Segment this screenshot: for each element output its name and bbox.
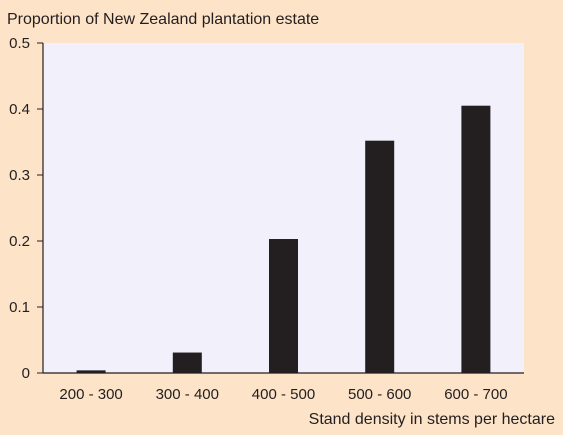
bars	[76, 105, 491, 373]
bar-600-700	[461, 105, 491, 373]
bar-500-600	[365, 140, 395, 373]
y-tick-label: 0.5	[9, 35, 30, 52]
x-tick-label: 300 - 400	[156, 386, 219, 403]
bar-200-300	[76, 370, 106, 373]
y-tick-label: 0.3	[9, 167, 30, 184]
x-tick-label: 500 - 600	[348, 386, 411, 403]
x-tick-label: 200 - 300	[59, 386, 122, 403]
y-axis-ticks: 0 0.1 0.2 0.3 0.4 0.5	[9, 35, 43, 382]
bar-300-400	[172, 352, 202, 373]
y-tick-label: 0	[22, 365, 30, 382]
bar-400-500	[269, 239, 298, 373]
x-axis-ticks: 200 - 300 300 - 400 400 - 500 500 - 600 600 …	[59, 386, 507, 403]
y-tick-label: 0.2	[9, 233, 30, 250]
y-tick-label: 0.1	[9, 299, 30, 316]
y-tick-label: 0.4	[9, 101, 30, 118]
y-axis-label: Proportion of New Zealand plantation est…	[7, 11, 319, 28]
x-tick-label: 400 - 500	[252, 386, 315, 403]
x-tick-label: 600 - 700	[444, 386, 507, 403]
x-axis-label: Stand density in stems per hectare	[309, 411, 555, 428]
